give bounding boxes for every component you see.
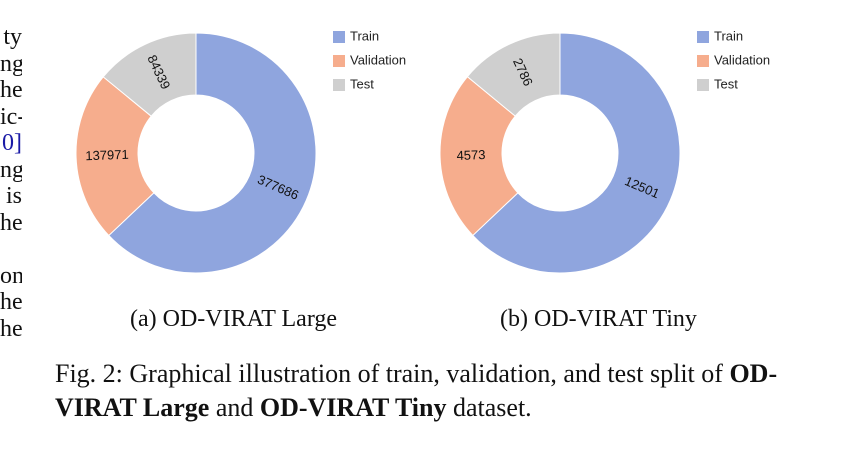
- left-text-line: is: [5, 183, 22, 209]
- left-text-line: he: [0, 289, 22, 315]
- caption-bold-tiny: OD-VIRAT Tiny: [259, 393, 447, 422]
- legend-swatch-validation: [333, 55, 345, 67]
- left-text-line: ng: [0, 156, 22, 183]
- left-text-line: ic-: [0, 103, 22, 130]
- left-text-line: he: [0, 209, 22, 236]
- legend-label-train: Train: [350, 28, 379, 43]
- left-text-line: [0, 236, 22, 263]
- subcaption-tiny: (b) OD-VIRAT Tiny: [500, 306, 697, 332]
- data-label-validation: 137971: [85, 147, 129, 164]
- slice-test: [102, 32, 197, 117]
- legend: Train Validation Test: [333, 28, 406, 91]
- legend-swatch-test: [697, 79, 709, 91]
- left-text-line: ng: [0, 50, 22, 77]
- legend-swatch-test: [333, 79, 345, 91]
- figure-caption: Fig. 2: Graphical illustration of train,…: [55, 357, 855, 425]
- data-label-validation: 4573: [456, 147, 485, 163]
- slice-train: [108, 32, 317, 274]
- left-column-text: ty ng he ic- 0] ng is he on he he: [0, 24, 22, 342]
- legend-label-test: Test: [350, 76, 374, 91]
- left-text-line: ty: [3, 24, 22, 50]
- left-text-line: 0]: [2, 130, 22, 156]
- legend: Train Validation Test: [697, 28, 770, 91]
- legend-swatch-train: [333, 31, 345, 43]
- slice-test: [466, 32, 561, 117]
- slice-validation: [439, 75, 519, 237]
- legend-swatch-train: [697, 31, 709, 43]
- legend-label-validation: Validation: [350, 52, 406, 67]
- slice-train: [472, 32, 681, 274]
- legend-label-train: Train: [714, 28, 743, 43]
- left-text-line: on: [0, 262, 22, 289]
- caption-prefix: Fig. 2: Graphical illustration of train,…: [55, 359, 730, 388]
- subcaption-large: (a) OD-VIRAT Large: [130, 306, 338, 332]
- left-text-line: he: [0, 315, 22, 342]
- legend-swatch-validation: [697, 55, 709, 67]
- legend-label-validation: Validation: [714, 52, 770, 67]
- caption-suffix: dataset.: [446, 393, 532, 422]
- slice-validation: [75, 76, 155, 237]
- caption-middle: and: [209, 393, 260, 422]
- legend-label-test: Test: [714, 76, 738, 91]
- left-text-line: he: [0, 77, 22, 103]
- caption-bold-large: OD-VIRAT Large: [55, 359, 778, 422]
